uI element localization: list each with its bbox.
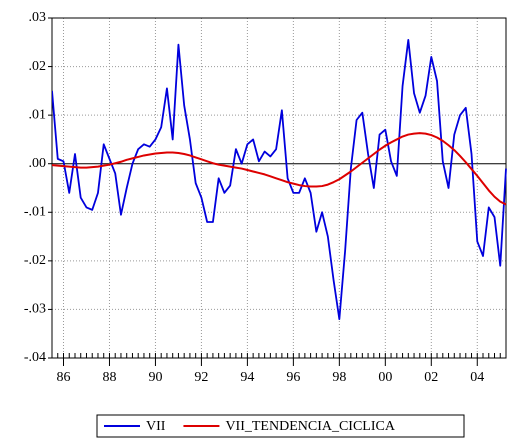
x-tick-label: 88 — [102, 370, 116, 385]
x-tick-label: 00 — [378, 370, 392, 385]
x-tick-label: 04 — [470, 370, 484, 385]
y-tick-label: -.02 — [24, 253, 46, 268]
x-tick-label: 02 — [424, 370, 438, 385]
legend-label: VII_TENDENCIA_CICLICA — [225, 419, 395, 434]
y-tick-label: .03 — [29, 10, 47, 25]
series-line — [52, 132, 507, 206]
x-tick-label: 98 — [332, 370, 346, 385]
series-line — [52, 38, 507, 321]
y-tick-label: -.01 — [24, 205, 46, 220]
x-tick-label: 92 — [194, 370, 208, 385]
x-tick-label: 94 — [240, 370, 254, 385]
x-tick-label: 86 — [56, 370, 70, 385]
y-tick-label: .01 — [29, 107, 47, 122]
legend-box — [96, 414, 465, 438]
legend-label: VII — [146, 419, 166, 434]
y-tick-label: -.04 — [24, 350, 46, 365]
y-tick-label: .02 — [29, 59, 47, 74]
x-tick-label: 96 — [286, 370, 300, 385]
x-tick-label: 90 — [148, 370, 162, 385]
plot-frame — [51, 17, 507, 359]
y-tick-label: -.03 — [24, 302, 46, 317]
y-tick-label: .00 — [29, 156, 47, 171]
